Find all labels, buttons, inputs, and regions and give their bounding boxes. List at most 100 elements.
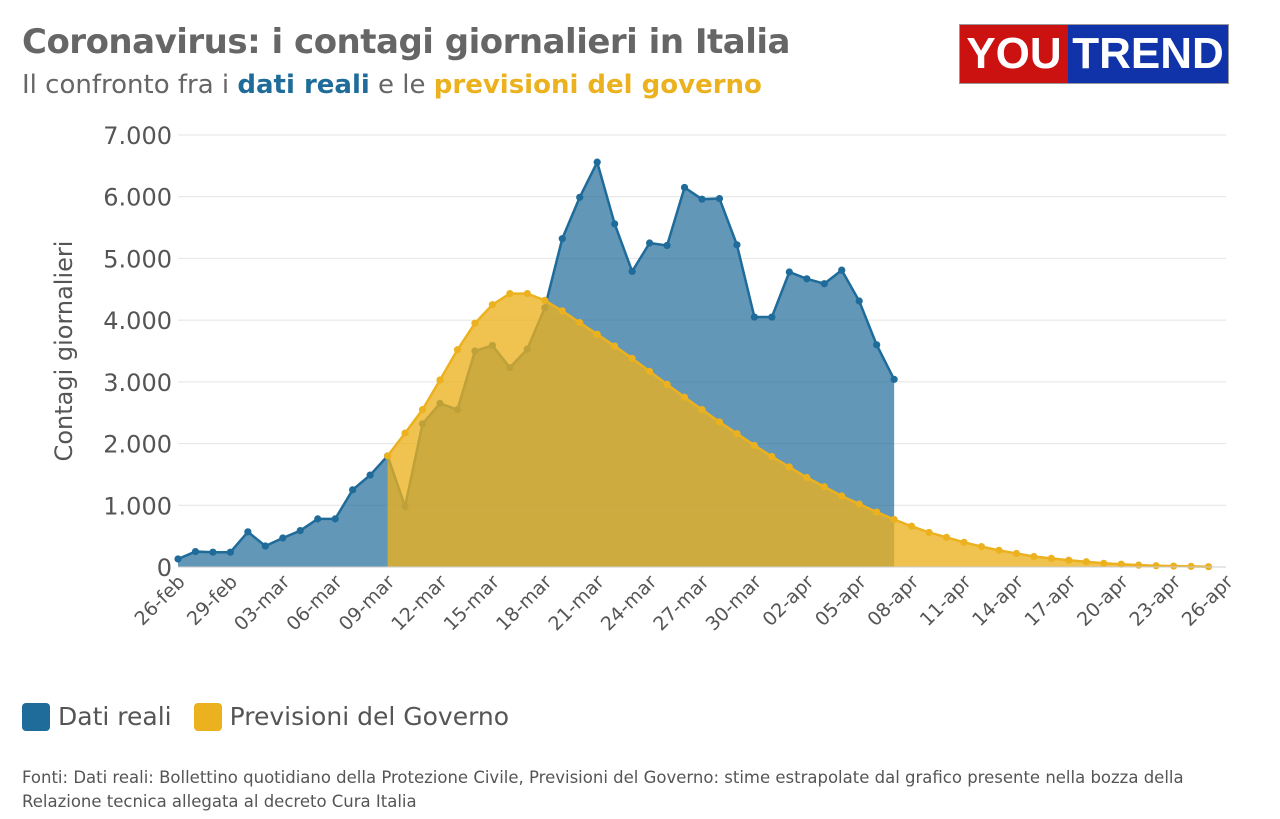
- data-point-forecast: [436, 376, 444, 384]
- data-point-forecast: [680, 393, 689, 401]
- x-tick-label: 23-apr: [1125, 571, 1185, 631]
- data-point-forecast: [750, 441, 759, 450]
- x-tick-label: 27-mar: [649, 571, 713, 635]
- data-point-forecast: [576, 319, 584, 327]
- data-point-forecast: [471, 319, 479, 327]
- x-tick-label: 15-mar: [440, 571, 504, 635]
- data-point-real: [209, 548, 217, 556]
- data-point-forecast: [663, 380, 671, 388]
- data-point-real: [715, 194, 724, 203]
- data-point-real: [244, 528, 252, 536]
- data-point-forecast: [942, 533, 951, 541]
- subtitle-forecast-highlight: previsioni del governo: [433, 70, 762, 100]
- data-point-forecast: [384, 452, 392, 460]
- y-axis-label: Contagi giornalieri: [50, 241, 78, 462]
- legend-label-real: Dati reali: [58, 702, 172, 731]
- data-point-real: [349, 486, 357, 494]
- data-point-real: [558, 235, 566, 243]
- x-tick-label: 24-mar: [597, 571, 661, 635]
- data-point-real: [785, 268, 793, 276]
- data-point-real: [576, 193, 584, 201]
- data-point-real: [855, 297, 863, 305]
- chart-title: Coronavirus: i contagi giornalieri in It…: [22, 22, 790, 62]
- y-tick-label: 1.000: [103, 492, 172, 520]
- legend-label-forecast: Previsioni del Governo: [229, 702, 510, 731]
- data-point-forecast: [803, 473, 811, 482]
- x-tick-label: 20-apr: [1073, 571, 1133, 631]
- chart-subtitle: Il confronto fra i dati reali e le previ…: [22, 70, 762, 100]
- data-point-real: [279, 534, 287, 542]
- data-point-forecast: [541, 296, 549, 304]
- logo-part-you: YOU: [960, 25, 1068, 83]
- data-point-real: [628, 267, 636, 275]
- youtrend-logo: YOU TREND: [959, 24, 1229, 84]
- data-point-real: [331, 515, 339, 523]
- y-tick-label: 6.000: [103, 184, 172, 212]
- data-point-forecast: [1047, 554, 1055, 562]
- data-point-forecast: [838, 492, 846, 500]
- data-point-forecast: [977, 543, 986, 551]
- data-point-real: [820, 280, 828, 288]
- data-point-forecast: [611, 342, 619, 350]
- y-tick-label: 3.000: [103, 369, 172, 397]
- subtitle-prefix: Il confronto fra i: [22, 70, 238, 100]
- data-point-forecast: [646, 367, 654, 375]
- legend-swatch-forecast: [193, 702, 222, 731]
- legend-item-real: Dati reali: [22, 702, 172, 731]
- x-tick-label: 11-apr: [916, 571, 976, 631]
- data-point-forecast: [785, 463, 793, 471]
- series-area-forecast: [387, 293, 1209, 567]
- data-point-real: [803, 275, 811, 283]
- source-note: Fonti: Dati reali: Bollettino quotidiano…: [22, 768, 1184, 811]
- data-point-forecast: [628, 354, 636, 363]
- x-tick-label: 17-apr: [1021, 571, 1081, 631]
- logo-part-trend: TREND: [1068, 25, 1228, 83]
- data-point-forecast: [698, 406, 706, 414]
- data-point-forecast: [453, 346, 462, 354]
- data-point-real: [174, 555, 182, 563]
- y-tick-label: 5.000: [103, 245, 172, 273]
- legend-swatch-real: [22, 702, 50, 731]
- x-tick-label: 18-mar: [492, 571, 556, 635]
- x-tick-label: 05-apr: [811, 571, 871, 631]
- data-point-real: [593, 158, 601, 166]
- y-tick-label: 7.000: [103, 122, 172, 150]
- x-tick-label: 26-apr: [1178, 571, 1238, 631]
- data-point-real: [663, 241, 671, 250]
- x-tick-label: 12-mar: [387, 571, 451, 635]
- data-point-forecast: [418, 406, 427, 414]
- x-tick-label: 30-mar: [702, 571, 766, 635]
- legend: Dati reali Previsioni del Governo: [22, 702, 531, 731]
- data-point-forecast: [715, 418, 724, 426]
- data-point-real: [680, 183, 689, 192]
- data-point-forecast: [401, 429, 409, 437]
- data-point-forecast: [908, 522, 916, 530]
- data-point-forecast: [960, 538, 968, 546]
- data-point-real: [750, 313, 759, 321]
- data-point-real: [890, 375, 898, 383]
- data-point-real: [261, 542, 269, 550]
- data-point-forecast: [890, 515, 898, 524]
- data-point-forecast: [1030, 552, 1038, 561]
- data-point-real: [838, 266, 846, 274]
- data-point-forecast: [1135, 561, 1143, 569]
- x-tick-label: 08-apr: [863, 571, 923, 631]
- data-point-forecast: [506, 290, 514, 298]
- data-point-forecast: [768, 452, 776, 461]
- data-point-real: [646, 239, 654, 247]
- data-point-real: [314, 515, 322, 523]
- data-point-forecast: [873, 508, 881, 516]
- data-point-real: [191, 547, 200, 556]
- y-tick-label: 2.000: [103, 431, 172, 459]
- x-tick-label: 21-mar: [544, 571, 608, 635]
- data-point-real: [296, 526, 304, 535]
- legend-item-forecast: Previsioni del Governo: [193, 702, 510, 731]
- data-point-forecast: [593, 330, 601, 338]
- subtitle-mid: e le: [369, 70, 434, 100]
- x-tick-label: 09-mar: [335, 571, 399, 635]
- data-point-forecast: [558, 307, 566, 315]
- y-tick-label: 0: [157, 554, 172, 582]
- x-tick-label: 14-apr: [968, 571, 1028, 631]
- data-point-forecast: [995, 546, 1003, 554]
- data-point-real: [366, 471, 374, 479]
